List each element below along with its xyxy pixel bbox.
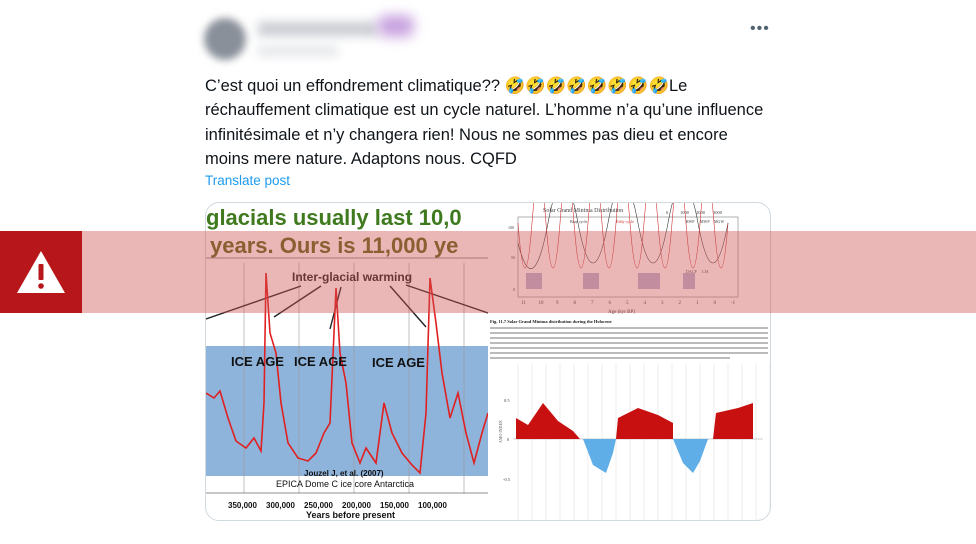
media-image-solar-minima-chart[interactable]: Solar Grand Minima Distribution 0 1000 2…: [488, 203, 770, 520]
x-tick: -1: [731, 301, 736, 306]
x-tick: 150,000: [380, 501, 409, 510]
caption-title: Fig. 11.7 Solar Grand Minima distributio…: [490, 319, 612, 324]
x-tick: 350,000: [228, 501, 257, 510]
headline-line-2: years. Ours is 11,000 ye: [210, 233, 458, 258]
x-axis-label: Years before present: [306, 510, 395, 520]
period-label: LIA: [702, 269, 709, 274]
top-tick: 0: [666, 210, 669, 215]
post-text: C’est quoi un effondrement climatique?? …: [205, 77, 764, 168]
warning-badge: [0, 231, 82, 313]
ice-age-label-2: ICE AGE: [294, 354, 347, 369]
lower-y-label: AMO INDEX: [498, 420, 503, 443]
x-tick: 300,000: [266, 501, 295, 510]
x-tick: 2: [679, 301, 682, 306]
citation: Jouzel J, et al. (2007): [304, 469, 384, 478]
temperature-line: [206, 272, 489, 475]
x-tick: 1: [696, 301, 699, 306]
period-label: MWP: [700, 219, 710, 224]
x-tick: 6: [609, 301, 612, 306]
x-tick: 5: [626, 301, 629, 306]
ice-age-label-3: ICE AGE: [372, 355, 425, 370]
translate-post-link[interactable]: Translate post: [205, 173, 291, 188]
source-label: EPICA Dome C ice core Antarctica: [276, 479, 414, 489]
x-tick: 10: [539, 301, 545, 306]
chart-title: Solar Grand Minima Distribution: [543, 208, 623, 214]
author-handle-blurred: [258, 46, 338, 56]
y-tick: 100: [508, 225, 514, 230]
series-label: Eddy cycle: [616, 219, 634, 224]
x-tick: 4: [644, 301, 647, 306]
media-image-interglacial-chart[interactable]: glacials usually last 10,0 years. Ours i…: [206, 203, 489, 520]
series-label: Bray cycle: [570, 219, 587, 224]
post-media[interactable]: glacials usually last 10,0 years. Ours i…: [205, 202, 771, 521]
x-tick: 250,000: [304, 501, 333, 510]
y-tick: 50: [511, 255, 515, 260]
y-tick: 0.5: [504, 398, 510, 403]
author-name-blurred[interactable]: [258, 22, 378, 36]
period-label: MGW: [714, 219, 724, 224]
y-tick: 0: [507, 437, 510, 442]
y-tick: -0.5: [503, 477, 511, 482]
x-tick: 8: [574, 301, 577, 306]
more-horizontal-icon[interactable]: •••: [750, 20, 770, 37]
x-tick: 9: [556, 301, 559, 306]
x-tick: 11: [521, 301, 526, 306]
warning-overlay-band: [0, 231, 976, 313]
y-tick: 0: [513, 287, 515, 292]
headline-line-1: glacials usually last 10,0: [206, 205, 462, 230]
warning-triangle-icon: [17, 251, 65, 293]
period-label: DACP: [686, 269, 697, 274]
x-tick: 100,000: [418, 501, 447, 510]
top-tick: 3000: [713, 210, 723, 215]
x-tick: 200,000: [342, 501, 371, 510]
x-tick: 7: [591, 301, 594, 306]
x-axis-label: Age (kyr BP): [608, 310, 635, 315]
period-label: RWP: [686, 219, 695, 224]
x-tick: 3: [661, 301, 664, 306]
ice-age-label-1: ICE AGE: [231, 354, 284, 369]
avatar[interactable]: [204, 18, 246, 60]
x-tick: 0: [714, 301, 717, 306]
author-badge-blurred: [378, 15, 414, 37]
annotation-label: Inter-glacial warming: [292, 270, 412, 284]
